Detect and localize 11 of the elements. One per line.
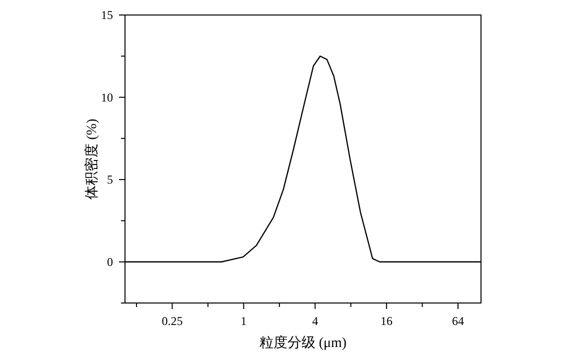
y-tick-label: 15 — [101, 8, 113, 22]
x-tick-label: 0.25 — [162, 314, 183, 328]
y-tick-label: 5 — [107, 172, 113, 187]
y-tick-label: 0 — [107, 254, 113, 269]
y-axis-title: 体积密度 (%) — [84, 118, 100, 200]
x-tick-label: 4 — [312, 314, 318, 328]
x-tick-label: 1 — [240, 314, 247, 328]
x-axis-title: 粒度分级 (μm) — [259, 335, 347, 351]
y-tick-label: 10 — [101, 90, 113, 104]
x-tick-label: 64 — [452, 314, 464, 328]
x-tick-label: 16 — [380, 314, 393, 328]
